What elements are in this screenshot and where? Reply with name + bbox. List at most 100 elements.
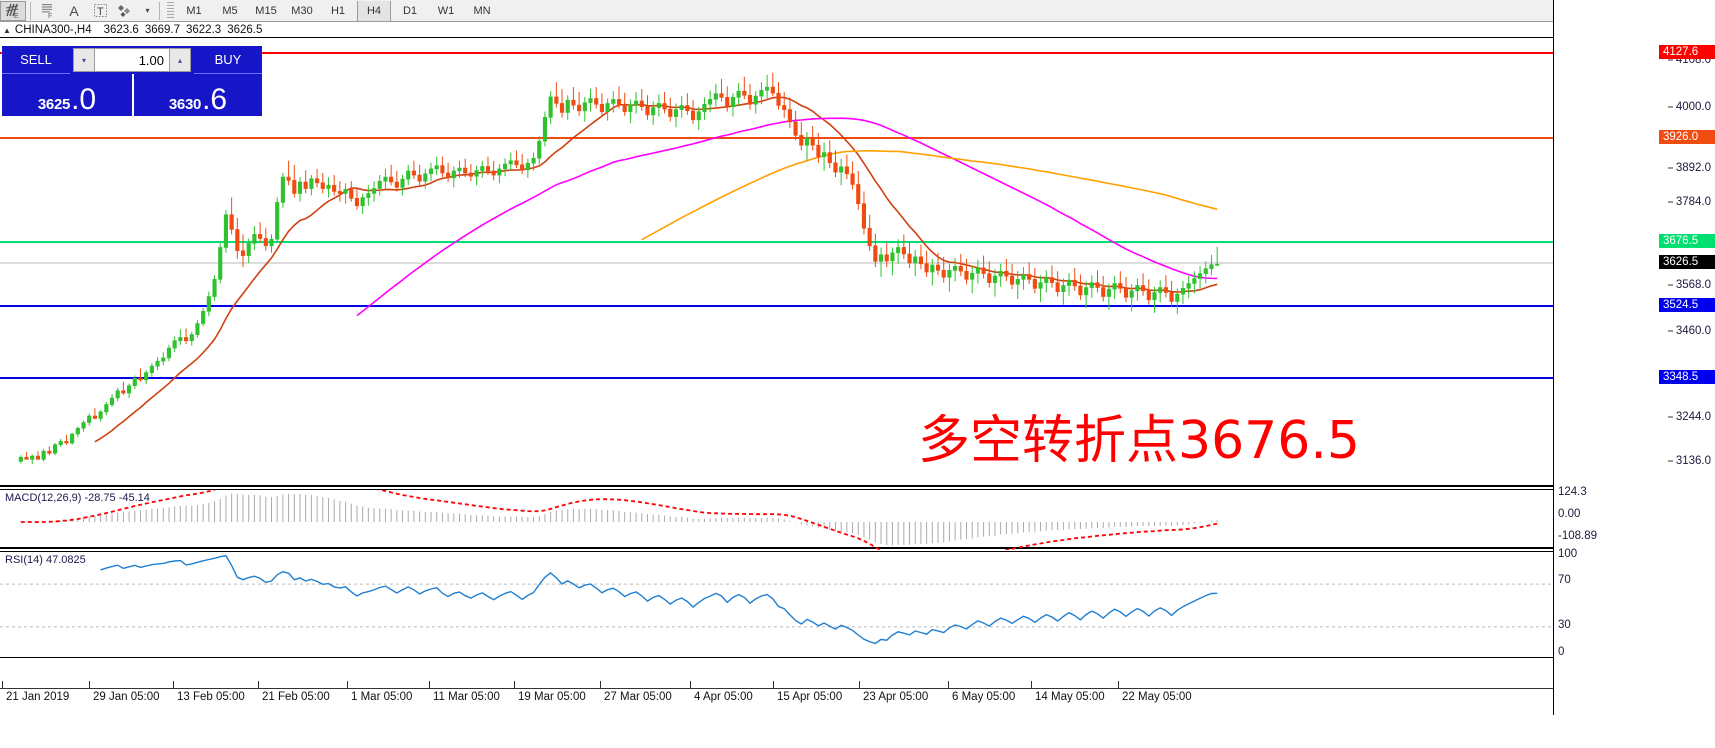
time-tick-2 bbox=[173, 681, 174, 689]
main-toolbar: E F A T ▾ M1 M5 M15 M30 H1 H4 bbox=[0, 0, 1715, 22]
one-click-trade-panel[interactable]: SELL ▾ 1.00 ▴ BUY 3625 .0 3630 .6 bbox=[2, 46, 262, 116]
time-label-0: 21 Jan 2019 bbox=[6, 691, 70, 703]
ohlc-open: 3623.6 bbox=[103, 24, 139, 36]
rsi-tick-2: 30 bbox=[1558, 619, 1571, 631]
price-tick-3244.0: 3244.0 bbox=[1667, 411, 1711, 423]
time-tick-5 bbox=[429, 681, 430, 689]
time-label-7: 27 Mar 05:00 bbox=[604, 691, 672, 703]
time-tick-9 bbox=[773, 681, 774, 689]
svg-text:E: E bbox=[14, 13, 19, 19]
time-tick-12 bbox=[1031, 681, 1032, 689]
timeframe-m15[interactable]: M15 bbox=[255, 4, 277, 17]
time-tick-13 bbox=[1118, 681, 1119, 689]
buy-price-integer: 3630 bbox=[168, 96, 202, 113]
buy-button[interactable]: BUY bbox=[194, 46, 262, 74]
indicators-icon[interactable]: E bbox=[0, 0, 26, 21]
tick-dash bbox=[1667, 59, 1673, 61]
time-tick-3 bbox=[258, 681, 259, 689]
time-label-2: 13 Feb 05:00 bbox=[177, 691, 245, 703]
time-label-9: 15 Apr 05:00 bbox=[777, 691, 843, 703]
time-label-4: 1 Mar 05:00 bbox=[351, 691, 413, 703]
rsi-pane[interactable]: RSI(14) 47.0825 bbox=[0, 551, 1553, 658]
toolbar-separator-2 bbox=[159, 1, 160, 20]
price-level-badge-3626.5[interactable]: 3626.5 bbox=[1659, 255, 1715, 269]
rsi-label: RSI(14) 47.0825 bbox=[5, 554, 86, 566]
time-tick-11 bbox=[948, 681, 949, 689]
sell-price-integer: 3625 bbox=[37, 96, 71, 113]
text-tool-icon[interactable]: A bbox=[61, 1, 87, 21]
tick-dash bbox=[1667, 167, 1673, 169]
tick-dash bbox=[1667, 330, 1673, 332]
time-label-3: 21 Feb 05:00 bbox=[262, 691, 330, 703]
timeframe-mn[interactable]: MN bbox=[473, 4, 491, 17]
time-label-1: 29 Jan 05:00 bbox=[93, 691, 160, 703]
chart-header: ▲ CHINA300-,H4 3623.6 3669.7 3622.3 3626… bbox=[0, 23, 800, 37]
ohlc-high: 3669.7 bbox=[144, 24, 180, 36]
price-tick-3892.0: 3892.0 bbox=[1667, 162, 1711, 174]
timeframe-w1[interactable]: W1 bbox=[437, 4, 455, 17]
svg-text:T: T bbox=[97, 6, 104, 18]
toolbar-drag-handle[interactable] bbox=[167, 1, 174, 20]
time-tick-0 bbox=[2, 681, 3, 689]
time-label-10: 23 Apr 05:00 bbox=[863, 691, 929, 703]
letter-a-glyph: A bbox=[69, 2, 79, 19]
sell-price-fraction: .0 bbox=[71, 83, 97, 116]
macd-tick-0: 124.3 bbox=[1558, 486, 1587, 498]
macd-pane[interactable]: MACD(12,26,9) -28.75 -45.14 bbox=[0, 489, 1553, 550]
indicators-glyph: E bbox=[5, 3, 19, 19]
time-tick-10 bbox=[859, 681, 860, 689]
objects-dropdown-caret[interactable]: ▾ bbox=[145, 6, 150, 15]
tick-dash bbox=[1667, 416, 1673, 418]
timeframe-h1[interactable]: H1 bbox=[330, 4, 346, 17]
time-tick-7 bbox=[600, 681, 601, 689]
svg-text:F: F bbox=[48, 13, 52, 19]
macd-tick-2: -108.89 bbox=[1558, 530, 1598, 542]
collapse-icon[interactable]: ▲ bbox=[3, 25, 11, 35]
buy-price-fraction: .6 bbox=[202, 83, 228, 116]
tick-dash bbox=[1667, 201, 1673, 203]
rsi-tick-1: 70 bbox=[1558, 574, 1571, 586]
rsi-tick-0: 100 bbox=[1558, 548, 1578, 560]
volume-input[interactable]: 1.00 bbox=[95, 48, 169, 72]
time-label-8: 4 Apr 05:00 bbox=[694, 691, 753, 703]
price-level-badge-3676.5[interactable]: 3676.5 bbox=[1659, 234, 1715, 248]
volume-increment-button[interactable]: ▴ bbox=[169, 48, 191, 72]
text-label-icon[interactable]: T bbox=[87, 1, 113, 21]
tick-dash bbox=[1667, 284, 1673, 286]
text-label-glyph: T bbox=[93, 4, 107, 18]
sell-price-display[interactable]: 3625 .0 bbox=[2, 74, 132, 116]
time-tick-8 bbox=[690, 681, 691, 689]
objects-glyph bbox=[117, 5, 130, 17]
timeframe-d1[interactable]: D1 bbox=[402, 4, 418, 17]
time-tick-4 bbox=[347, 681, 348, 689]
ohlc-low: 3622.3 bbox=[186, 24, 222, 36]
price-level-badge-3348.5[interactable]: 3348.5 bbox=[1659, 370, 1715, 384]
sell-button[interactable]: SELL bbox=[2, 46, 70, 74]
price-tick-3568.0: 3568.0 bbox=[1667, 279, 1711, 291]
tick-dash bbox=[1667, 460, 1673, 462]
volume-decrement-button[interactable]: ▾ bbox=[73, 48, 95, 72]
price-tick-3460.0: 3460.0 bbox=[1667, 325, 1711, 337]
time-axis[interactable] bbox=[0, 659, 1553, 689]
time-label-12: 14 May 05:00 bbox=[1035, 691, 1105, 703]
buy-price-display[interactable]: 3630 .6 bbox=[132, 74, 262, 116]
price-level-badge-3524.5[interactable]: 3524.5 bbox=[1659, 298, 1715, 312]
time-tick-6 bbox=[514, 681, 515, 689]
rsi-canvas bbox=[0, 554, 1553, 645]
time-label-6: 19 Mar 05:00 bbox=[518, 691, 586, 703]
time-label-5: 11 Mar 05:00 bbox=[433, 691, 500, 703]
timeframe-m30[interactable]: M30 bbox=[291, 4, 313, 17]
rsi-tick-3: 0 bbox=[1558, 646, 1565, 658]
volume-control[interactable]: ▾ 1.00 ▴ bbox=[70, 46, 194, 74]
symbol-label: CHINA300-,H4 bbox=[14, 24, 92, 36]
time-label-11: 6 May 05:00 bbox=[952, 691, 1016, 703]
timeframe-m1[interactable]: M1 bbox=[186, 4, 202, 17]
price-level-badge-3926.0[interactable]: 3926.0 bbox=[1659, 130, 1715, 144]
objects-icon[interactable] bbox=[113, 1, 139, 21]
price-level-badge-4127.6[interactable]: 4127.6 bbox=[1659, 45, 1715, 59]
timeframe-h4[interactable]: H4 bbox=[357, 0, 391, 21]
grid-icon[interactable]: F bbox=[35, 1, 61, 21]
timeframe-m5[interactable]: M5 bbox=[222, 4, 238, 17]
chart-annotation-text: 多空转折点3676.5 bbox=[918, 411, 1360, 471]
price-axis[interactable]: 4108.0 4000.0 3892.0 3784.0 3568.0 3460.0 3244… bbox=[1553, 0, 1715, 715]
